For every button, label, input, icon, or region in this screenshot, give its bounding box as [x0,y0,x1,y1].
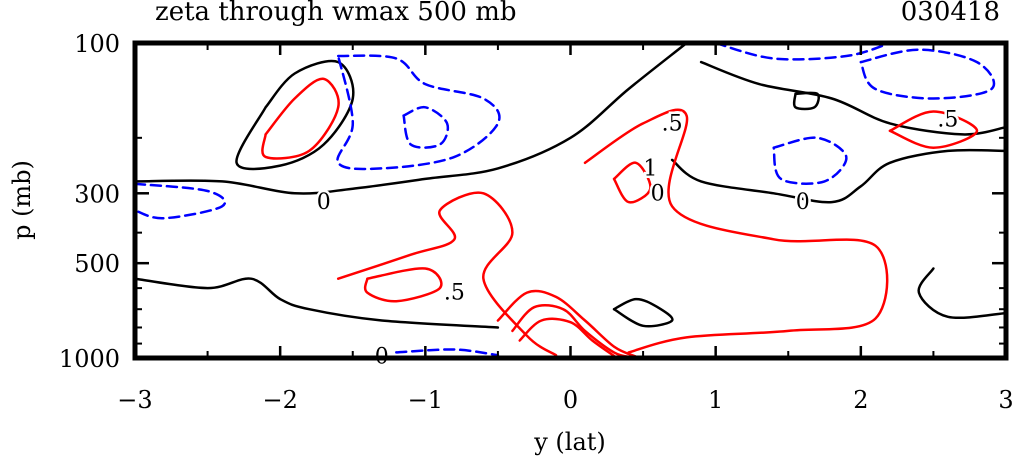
contour-line-positive [888,110,979,149]
contour-line-zero [670,148,1008,204]
contour-line-positive [496,289,638,358]
contour-label: 1 [643,156,657,181]
contour-line-zero [792,91,820,111]
contour-line-zero [133,41,688,195]
contour-line-negative [772,136,848,185]
contour-line-positive [261,77,340,160]
contour-line-zero [235,59,355,171]
y-axis-label: p (mb) [8,160,36,240]
contour-line-positive [518,317,616,358]
x-axis-ticks: −3 −2 −1 0 1 2 3 [117,43,1014,414]
contour-line-negative [402,105,450,149]
contour-label: 0 [651,181,665,206]
x-tick-label: 3 [998,386,1013,414]
contour-line-positive [612,161,652,204]
y-tick-label: 500 [74,250,120,278]
contour-line-positive [511,303,633,359]
contour-line-negative [336,54,501,171]
contour-line-zero [699,60,1008,136]
contour-line-negative [133,182,227,220]
x-tick-label: 1 [708,386,723,414]
contour-line-negative [395,348,500,357]
chart-date: 030418 [901,0,1000,27]
contour-label: .5 [937,108,958,133]
x-tick-label: −3 [117,386,152,414]
contour-label: 0 [796,190,810,215]
contour-line-zero [917,267,1008,319]
contour-line-positive [583,108,889,354]
x-tick-label: −1 [408,386,443,414]
contour-label: .5 [444,281,465,306]
chart-title: zeta through wmax 500 mb [155,0,517,27]
contour-line-negative [859,48,996,100]
contour-label: 0 [317,190,331,215]
y-tick-label: 300 [74,180,120,208]
contour-label: .5 [662,111,683,136]
x-tick-label: 0 [563,386,578,414]
contour-line-zero [133,277,500,329]
contour-line-negative [714,41,892,61]
x-tick-label: 2 [853,386,868,414]
contour-labels: 0 000.5.5.51 [314,105,961,372]
contour-line-zero [612,297,674,328]
contour-line-positive [336,191,558,357]
y-tick-label: 100 [74,30,120,58]
x-tick-label: −2 [262,386,297,414]
contour-lines [133,41,1008,359]
contour-line-positive [363,267,443,303]
x-axis-label: y (lat) [533,428,606,456]
y-tick-label: 1000 [59,345,120,373]
